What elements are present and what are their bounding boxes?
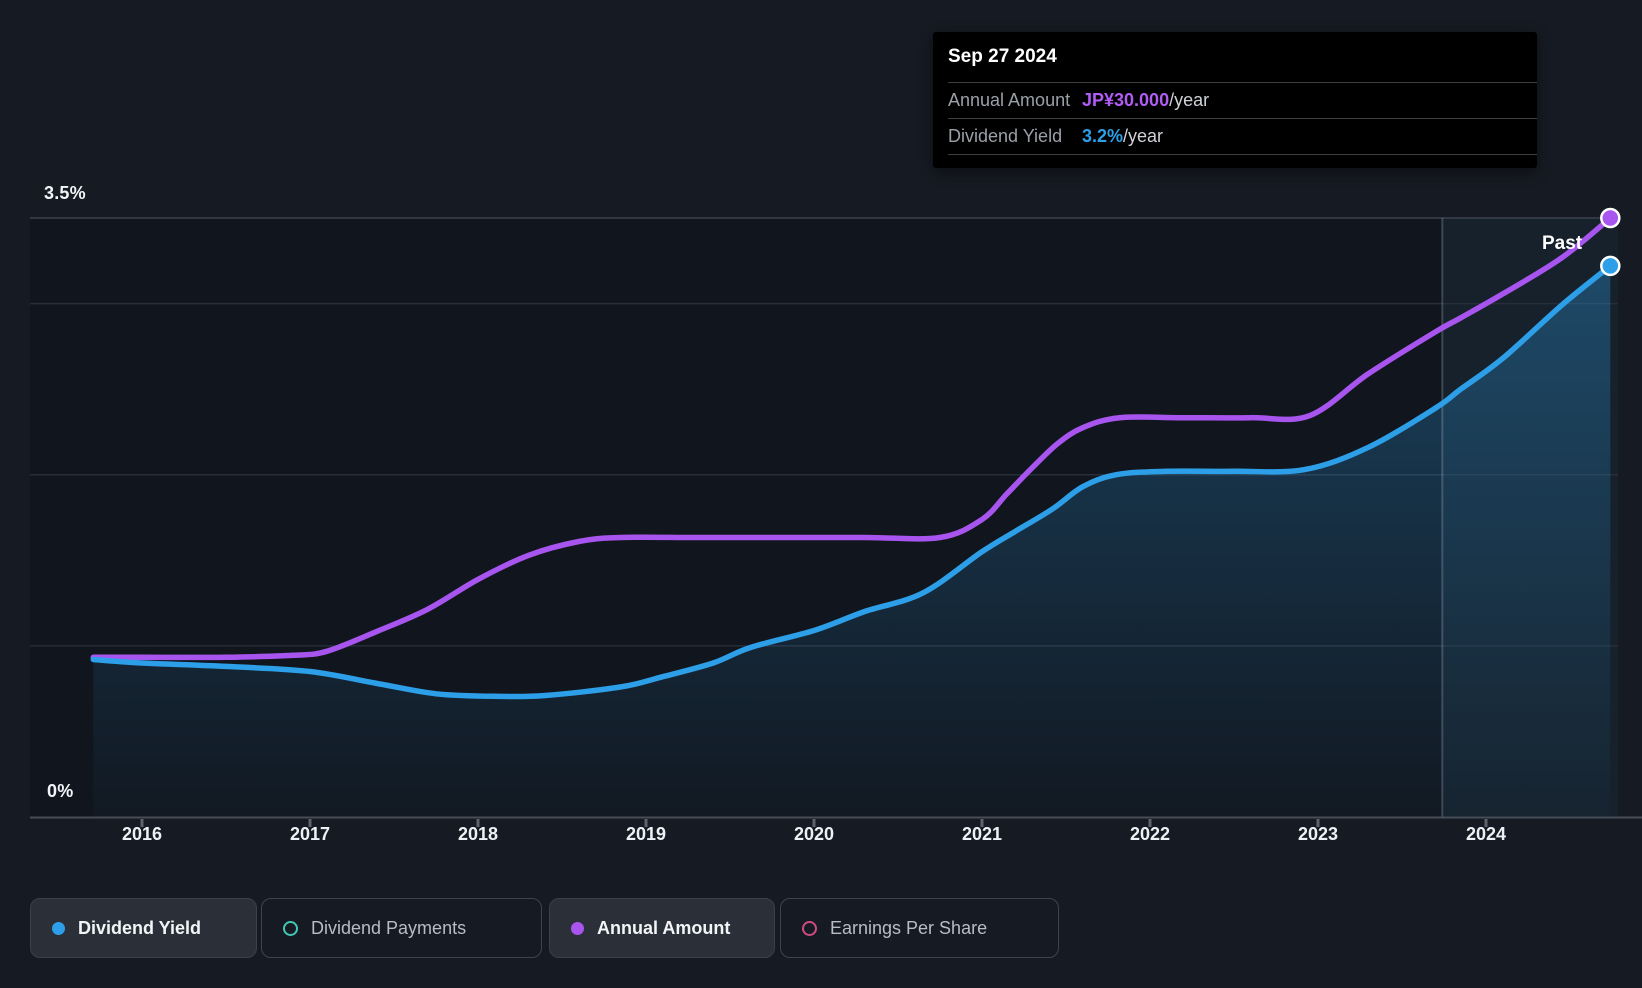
tooltip-row-dividend-yield: Dividend Yield 3.2% /year [933, 119, 1537, 154]
dividend-yield-end-marker [1600, 255, 1621, 277]
tooltip-divider [948, 118, 1537, 119]
x-axis-year-label: 2016 [121, 824, 163, 844]
yield-area-fill [93, 265, 1611, 817]
annual-amount-end-marker [1600, 207, 1621, 229]
x-axis-year-label: 2018 [457, 824, 499, 844]
dividend-yield-line [90, 263, 1614, 700]
x-axis-year-label: 2024 [1465, 824, 1507, 844]
x-axis-year-label: 2020 [793, 824, 835, 844]
x-axis-year-label: 2021 [961, 824, 1003, 844]
tooltip-divider [948, 82, 1537, 83]
chart-tooltip: Sep 27 2024 Annual Amount JP¥30.000 /yea… [933, 32, 1537, 168]
x-axis-year-label: 2023 [1297, 824, 1339, 844]
legend-button-label: Earnings Per Share [830, 917, 988, 938]
legend-button-label: Dividend Yield [78, 917, 202, 938]
tooltip-divider [948, 154, 1537, 155]
legend-filled-dot-icon [571, 921, 584, 935]
legend-ring-icon [802, 920, 817, 936]
tooltip-value: 3.2% [1082, 126, 1124, 146]
x-axis-year-label: 2022 [1129, 824, 1171, 844]
tooltip-date: Sep 27 2024 [948, 46, 1057, 67]
legend-button-label: Dividend Payments [311, 917, 467, 938]
x-axis-year-label: 2017 [289, 824, 331, 844]
annual-amount-line [90, 215, 1614, 661]
legend-button-dividend-payments[interactable]: Dividend Payments [261, 898, 542, 958]
tooltip-value: JP¥30.000 [1082, 90, 1170, 110]
tooltip-row-annual-amount: Annual Amount JP¥30.000 /year [933, 83, 1537, 118]
tooltip-value-suffix: /year [1169, 90, 1210, 110]
legend-button-dividend-yield[interactable]: Dividend Yield [30, 898, 257, 958]
legend-button-label: Annual Amount [597, 917, 731, 938]
legend-button-annual-amount[interactable]: Annual Amount [549, 898, 775, 958]
legend-filled-dot-icon [52, 921, 65, 935]
legend-ring-icon [283, 920, 298, 936]
tooltip-value-suffix: /year [1123, 126, 1164, 146]
tooltip-label: Dividend Yield [948, 126, 1063, 146]
tooltip-label: Annual Amount [948, 90, 1071, 110]
legend-button-earnings-per-share[interactable]: Earnings Per Share [780, 898, 1059, 958]
y-axis-top-label: 3.5% [44, 183, 86, 203]
y-axis-bottom-label: 0% [47, 781, 74, 801]
x-axis-year-label: 2019 [625, 824, 667, 844]
past-region-label: Past [1542, 233, 1583, 254]
